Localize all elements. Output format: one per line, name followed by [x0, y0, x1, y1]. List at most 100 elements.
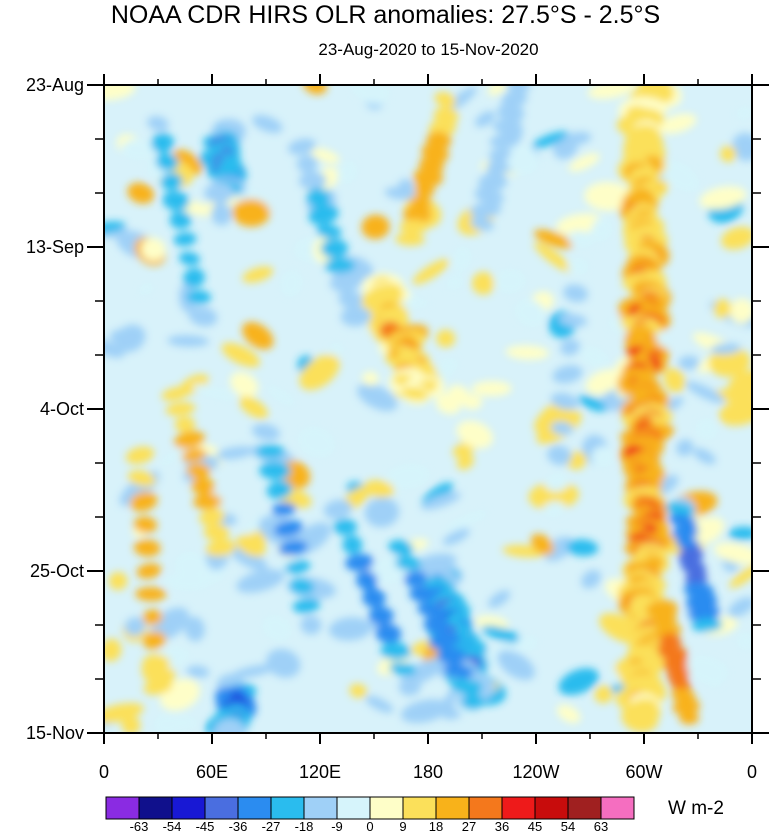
y-tick-label: 25-Oct [30, 561, 84, 581]
anomaly-patch [193, 493, 222, 510]
anomaly-patch [365, 695, 394, 713]
anomaly-patch [210, 202, 232, 226]
colorbar-label: 54 [561, 819, 575, 834]
anomaly-patch [436, 646, 466, 665]
anomaly-patch [568, 153, 600, 172]
anomaly-patch [456, 453, 474, 470]
anomaly-patch [389, 662, 417, 676]
anomaly-patch [265, 385, 296, 406]
anomaly-patch [657, 113, 697, 134]
anomaly-patch [558, 313, 588, 327]
colorbar-box [468, 796, 503, 820]
x-tick-label: 0 [747, 762, 757, 782]
anomaly-patch [121, 715, 141, 733]
anomaly-patch [663, 368, 686, 393]
anomaly-patch [239, 396, 268, 419]
anomaly-patch [230, 371, 259, 398]
chart-title: NOAA CDR HIRS OLR anomalies: 27.5°S - 2.… [110, 1, 661, 29]
anomaly-patch [296, 154, 319, 173]
anomaly-patch [492, 120, 523, 134]
anomaly-patch [349, 683, 368, 698]
anomaly-patch [469, 202, 502, 218]
anomaly-patch [364, 497, 400, 528]
anomaly-patch [475, 111, 496, 128]
anomaly-patch [151, 132, 174, 153]
anomaly-patch [505, 345, 550, 360]
anomaly-patch [108, 571, 128, 591]
anomaly-patch [713, 298, 731, 319]
colorbar-box [435, 796, 470, 820]
colorbar-box [138, 796, 173, 820]
anomaly-patch [184, 616, 205, 642]
anomaly-patch [718, 396, 752, 426]
anomaly-patch [395, 232, 425, 246]
x-tick-label: 120E [299, 762, 341, 782]
anomaly-patch [324, 257, 356, 274]
anomaly-patch [442, 528, 470, 546]
anomaly-patch [338, 290, 363, 309]
anomaly-patch [721, 226, 752, 250]
x-tick-label: 60W [625, 762, 662, 782]
anomaly-patch [140, 237, 166, 261]
anomaly-patch [266, 648, 301, 678]
anomaly-patch [481, 625, 523, 644]
anomaly-patch [398, 677, 422, 696]
anomaly-patch [162, 190, 190, 211]
anomaly-patch [104, 339, 125, 358]
anomaly-patch [342, 535, 363, 555]
colorbar-box [105, 796, 140, 820]
anomaly-patch [174, 430, 205, 449]
x-tick-label: 0 [99, 762, 109, 782]
anomaly-patch [579, 345, 610, 368]
anomaly-patch [710, 343, 741, 355]
anomaly-patch [288, 138, 316, 155]
anomaly-patch [186, 463, 211, 479]
anomaly-patch [552, 365, 583, 384]
anomaly-patch [330, 272, 361, 293]
anomaly-patch [252, 423, 280, 441]
anomaly-patch [385, 463, 431, 490]
y-tick-label: 4-Oct [40, 399, 84, 419]
anomaly-patch [185, 290, 212, 305]
colorbar-label: 18 [429, 819, 443, 834]
anomaly-patch [497, 103, 525, 123]
anomaly-patch [695, 418, 719, 440]
anomaly-patch [362, 588, 386, 608]
anomaly-patch [676, 439, 694, 457]
colorbar-label: -54 [163, 819, 182, 834]
colorbar-label: -27 [262, 819, 281, 834]
anomaly-patch [688, 605, 720, 622]
anomaly-patch [129, 491, 158, 512]
anomaly-patch [394, 555, 422, 571]
anomaly-patch [357, 383, 398, 412]
colorbar-box [204, 796, 239, 820]
anomaly-patch [289, 578, 315, 595]
anomaly-patch [714, 542, 752, 565]
colorbar-box [171, 796, 206, 820]
anomaly-patch [578, 395, 607, 412]
anomaly-patch [173, 232, 197, 247]
anomaly-patch [124, 617, 146, 637]
anomaly-patch [735, 106, 752, 121]
anomaly-patch [493, 268, 527, 294]
anomaly-patch [133, 516, 158, 534]
anomaly-patch [104, 638, 122, 662]
anomaly-patch [252, 114, 283, 134]
y-tick-label: 13-Sep [26, 237, 84, 257]
colorbar: -63 -54 -45 -36 -27 -18 -9 0 9 18 27 36 45 54 63 [105, 796, 635, 834]
anomaly-patch [720, 145, 737, 162]
anomaly-patch [443, 664, 475, 678]
anomaly-patch [478, 172, 508, 192]
anomaly-patch [292, 598, 321, 614]
anomaly-patch [505, 144, 539, 175]
anomaly-patch [448, 384, 471, 405]
colorbar-label: -9 [331, 819, 343, 834]
anomaly-patch [127, 182, 155, 204]
anomaly-patch [310, 148, 340, 164]
anomaly-patch [550, 392, 579, 410]
anomaly-patch [308, 204, 339, 225]
anomaly-patch [147, 116, 169, 132]
colorbar-box [303, 796, 338, 820]
anomaly-patch [496, 649, 535, 681]
anomaly-patch [501, 90, 528, 108]
